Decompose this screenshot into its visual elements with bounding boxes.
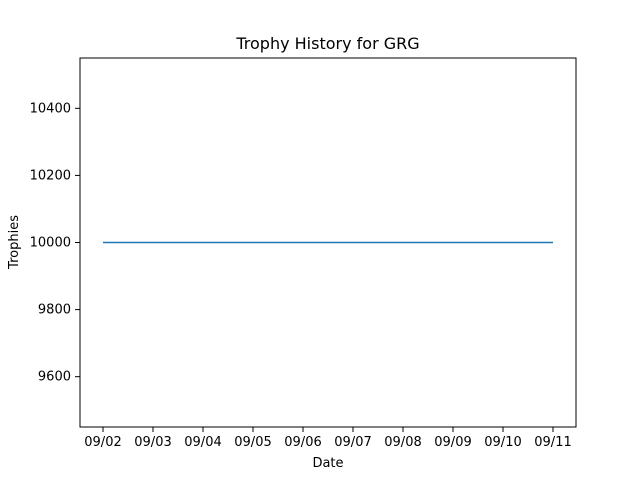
x-tick-label: 09/02 [84, 435, 121, 450]
y-tick-label: 9600 [38, 370, 71, 385]
x-axis-label: Date [312, 456, 343, 471]
y-axis: 9600 9800 10000 10200 10400 [30, 101, 80, 385]
x-tick-label: 09/06 [284, 435, 321, 450]
y-tick-label: 10400 [30, 101, 71, 116]
x-tick-label: 09/09 [434, 435, 471, 450]
x-tick-label: 09/08 [384, 435, 421, 450]
x-tick-label: 09/03 [134, 435, 171, 450]
chart-title: Trophy History for GRG [235, 34, 419, 53]
x-tick-label: 09/07 [334, 435, 371, 450]
y-tick-label: 10000 [30, 236, 71, 251]
y-tick-label: 9800 [38, 303, 71, 318]
y-axis-label: Trophies [7, 215, 22, 270]
y-tick-label: 10200 [30, 168, 71, 183]
x-tick-label: 09/10 [484, 435, 521, 450]
x-tick-label: 09/05 [234, 435, 271, 450]
x-axis: 09/02 09/03 09/04 09/05 09/06 09/07 09/08 09/09… [84, 427, 572, 450]
x-tick-label: 09/04 [184, 435, 221, 450]
x-tick-label: 09/11 [534, 435, 571, 450]
